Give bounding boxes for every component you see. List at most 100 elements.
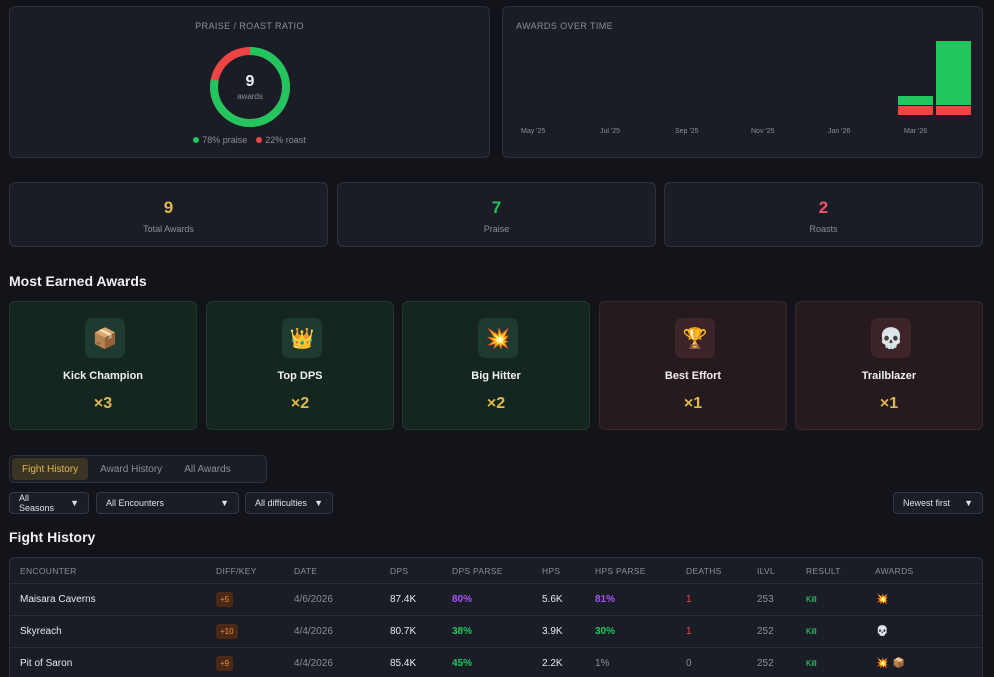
ratio-legend: 78% praise 22% roast: [10, 135, 489, 145]
col-result[interactable]: RESULT: [806, 565, 841, 576]
table-row[interactable]: Pit of Saron +9 4/4/2026 85.4K 45% 2.2K 1% 0 252…: [10, 648, 982, 677]
cell-awards: 💥: [876, 584, 892, 615]
col-dps[interactable]: DPS: [390, 565, 409, 576]
cell-hps: 3.9K: [542, 626, 563, 637]
cell-dps-parse-wrap: 38%: [452, 616, 472, 647]
cell-deaths: 1: [686, 594, 692, 605]
cell-hps-wrap: 5.6K: [542, 584, 563, 615]
award-card-best-effort[interactable]: 🏆 Best Effort ×1: [599, 301, 787, 430]
cell-dps: 80.7K: [390, 626, 417, 637]
col-diff-key[interactable]: DIFF/KEY: [216, 565, 257, 576]
encounter-select[interactable]: All Encounters ▼: [96, 492, 239, 514]
cell-deaths-wrap: 0: [686, 648, 692, 677]
cell-deaths: 1: [686, 626, 692, 637]
stat-value: 7: [491, 198, 502, 217]
col-ilvl[interactable]: ILVL: [757, 565, 776, 576]
burst-icon[interactable]: 💥: [876, 594, 889, 605]
cell-result: Kill: [806, 659, 817, 668]
crate-icon[interactable]: 📦: [892, 658, 905, 669]
fight-history-heading: Fight History: [9, 529, 96, 545]
cell-key-wrap: +9: [216, 648, 234, 677]
award-card-kick-champion[interactable]: 📦 Kick Champion ×3: [9, 301, 197, 430]
fight-history-table: ENCOUNTER DIFF/KEY DATE DPS DPS PARSE HP…: [9, 557, 983, 677]
cell-ilvl: 252: [757, 626, 774, 637]
stat-label: Total Awards: [143, 224, 194, 234]
cell-dps-wrap: 85.4K: [390, 648, 416, 677]
cell-ilvl: 252: [757, 658, 774, 669]
burst-icon: 💥: [478, 318, 518, 358]
cell-ilvl-wrap: 253: [757, 584, 774, 615]
stat-label: Roasts: [809, 224, 838, 234]
col-date[interactable]: DATE: [294, 565, 318, 576]
total-awards-label: awards: [237, 92, 263, 101]
stat-roasts: 2 Roasts: [664, 182, 983, 247]
cell-hps-wrap: 2.2K: [542, 648, 563, 677]
difficulty-select[interactable]: All difficulties ▼: [245, 492, 333, 514]
season-select[interactable]: All Seasons ▼: [9, 492, 89, 514]
cell-encounter-wrap: Maisara Caverns: [20, 584, 96, 615]
cell-date-wrap: 4/6/2026: [294, 584, 333, 615]
sort-select[interactable]: Newest first ▼: [893, 492, 983, 514]
cell-hps: 5.6K: [542, 594, 563, 605]
award-count: ×3: [93, 395, 113, 412]
table-row[interactable]: Maisara Caverns +5 4/6/2026 87.4K 80% 5.6K 81%…: [10, 584, 982, 616]
x-tick-label: Sep '25: [675, 128, 699, 135]
col-dps-parse[interactable]: DPS PARSE: [452, 565, 503, 576]
cell-hps: 2.2K: [542, 658, 563, 669]
burst-icon[interactable]: 💥: [876, 658, 889, 669]
roast-bar[interactable]: [898, 106, 933, 115]
col-hps[interactable]: HPS: [542, 565, 561, 576]
tab-fight-history[interactable]: Fight History: [12, 458, 89, 480]
encounter-select-value: All Encounters: [106, 498, 165, 508]
x-tick-label: Jul '25: [600, 128, 620, 135]
season-select-value: All Seasons: [19, 493, 55, 513]
award-name: Kick Champion: [62, 370, 144, 382]
award-card-top-dps[interactable]: 👑 Top DPS ×2: [206, 301, 394, 430]
praise-bar[interactable]: [898, 96, 933, 105]
awards-over-time-panel: AWARDS OVER TIME May '25 Jul '25 Sep '25 No…: [502, 6, 983, 158]
col-encounter[interactable]: ENCOUNTER: [20, 565, 77, 576]
cell-result: Kill: [806, 595, 817, 604]
roast-dot-icon: [256, 137, 263, 143]
cell-date: 4/4/2026: [294, 626, 333, 637]
cell-dps-wrap: 87.4K: [390, 584, 416, 615]
cell-date-wrap: 4/4/2026: [294, 648, 333, 677]
stat-value: 2: [818, 198, 829, 217]
cell-key-wrap: +5: [216, 584, 234, 615]
cell-dps-parse: 45%: [452, 658, 473, 669]
col-awards[interactable]: AWARDS: [875, 565, 914, 576]
cell-ilvl-wrap: 252: [757, 616, 774, 647]
cell-key: +10: [216, 624, 238, 639]
table-header: ENCOUNTER DIFF/KEY DATE DPS DPS PARSE HP…: [10, 558, 982, 584]
cell-key: +5: [216, 592, 234, 607]
stat-praise: 7 Praise: [337, 182, 656, 247]
cell-encounter-wrap: Skyreach: [20, 616, 62, 647]
tab-all-awards[interactable]: All Awards: [184, 463, 231, 475]
award-card-trailblazer[interactable]: 💀 Trailblazer ×1: [795, 301, 983, 430]
cell-hps-parse: 1%: [595, 658, 610, 669]
difficulty-select-value: All difficulties: [255, 498, 307, 508]
award-name: Trailblazer: [861, 370, 917, 382]
praise-bar[interactable]: [936, 41, 971, 105]
cell-ilvl-wrap: 252: [757, 648, 774, 677]
award-card-big-hitter[interactable]: 💥 Big Hitter ×2: [402, 301, 590, 430]
cell-deaths: 0: [686, 658, 692, 669]
table-row[interactable]: Skyreach +10 4/4/2026 80.7K 38% 3.9K 30% 1 252 Ki…: [10, 616, 982, 648]
cell-dps-parse: 80%: [452, 594, 473, 605]
cell-result: Kill: [806, 627, 817, 636]
cell-hps-parse: 81%: [595, 594, 616, 605]
total-awards-count: 9: [245, 73, 255, 90]
col-deaths[interactable]: DEATHS: [686, 565, 722, 576]
col-hps-parse[interactable]: HPS PARSE: [595, 565, 646, 576]
cell-dps-parse-wrap: 80%: [452, 584, 472, 615]
cell-dps-parse: 38%: [452, 626, 473, 637]
skull-icon[interactable]: 💀: [876, 626, 889, 637]
chevron-down-icon: ▼: [314, 498, 323, 508]
roast-bar[interactable]: [936, 106, 971, 115]
donut-center: 9 awards: [208, 45, 292, 129]
tab-award-history[interactable]: Award History: [100, 463, 163, 475]
award-name: Top DPS: [277, 370, 323, 382]
award-count: ×1: [683, 395, 703, 412]
cell-result-wrap: Kill: [806, 648, 817, 677]
award-count: ×2: [290, 395, 310, 412]
